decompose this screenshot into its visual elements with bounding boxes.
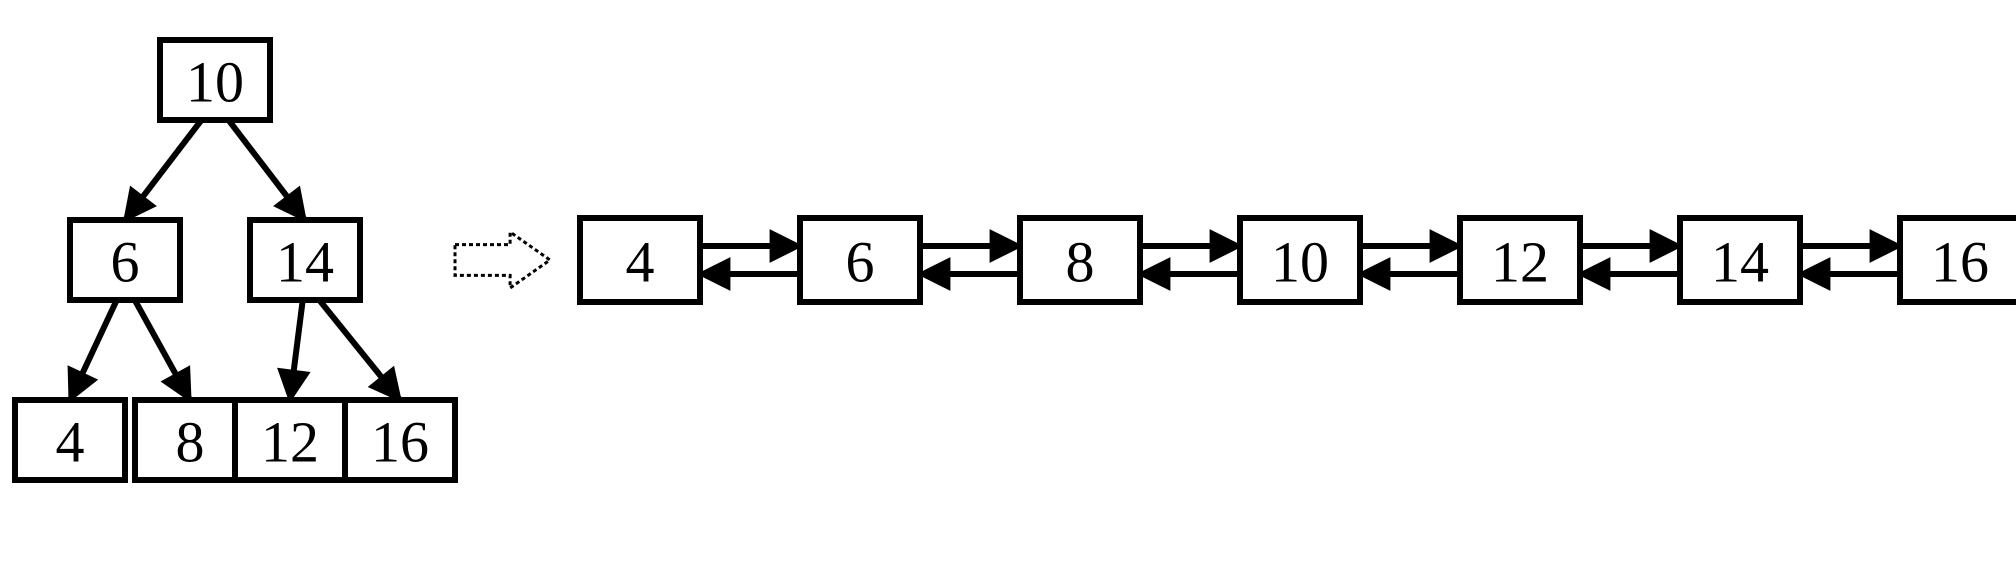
list-node-14-label: 14 xyxy=(1711,230,1769,295)
tree-node-8-label: 8 xyxy=(176,410,205,475)
tree-node-4: 4 xyxy=(15,400,125,480)
diagram-canvas: 10 6 14 4 8 12 16 4 6 8 10 12 14 16 xyxy=(0,0,2016,572)
tree-node-16: 16 xyxy=(345,400,455,480)
tree-edge-t10-t6 xyxy=(125,120,202,220)
list-node-10: 10 xyxy=(1240,218,1360,302)
tree-edge-t6-t4 xyxy=(70,300,117,400)
list-node-16: 16 xyxy=(1900,218,2016,302)
tree-node-10-label: 10 xyxy=(186,50,244,115)
list-node-10-label: 10 xyxy=(1271,230,1329,295)
tree-edge-t14-t16 xyxy=(319,300,400,400)
tree-node-6: 6 xyxy=(70,220,180,300)
tree-node-12-label: 12 xyxy=(261,410,319,475)
tree-node-12: 12 xyxy=(235,400,345,480)
tree-node-8: 8 xyxy=(135,400,245,480)
list-node-4-label: 4 xyxy=(626,230,655,295)
list-node-4: 4 xyxy=(580,218,700,302)
tree-edge-t10-t14 xyxy=(229,120,306,220)
tree-node-14: 14 xyxy=(250,220,360,300)
list-node-6: 6 xyxy=(800,218,920,302)
list-node-16-label: 16 xyxy=(1931,230,1989,295)
tree-node-10: 10 xyxy=(160,40,270,120)
tree-node-14-label: 14 xyxy=(276,230,334,295)
convert-arrow-icon xyxy=(455,232,550,288)
tree-node-4-label: 4 xyxy=(56,410,85,475)
list-node-12-label: 12 xyxy=(1491,230,1549,295)
list-node-6-label: 6 xyxy=(846,230,875,295)
list-node-8: 8 xyxy=(1020,218,1140,302)
list-node-14: 14 xyxy=(1680,218,1800,302)
list-node-8-label: 8 xyxy=(1066,230,1095,295)
tree-node-6-label: 6 xyxy=(111,230,140,295)
tree-edge-t6-t8 xyxy=(135,300,190,400)
list-node-12: 12 xyxy=(1460,218,1580,302)
tree-edge-t14-t12 xyxy=(290,300,303,400)
tree-node-16-label: 16 xyxy=(371,410,429,475)
